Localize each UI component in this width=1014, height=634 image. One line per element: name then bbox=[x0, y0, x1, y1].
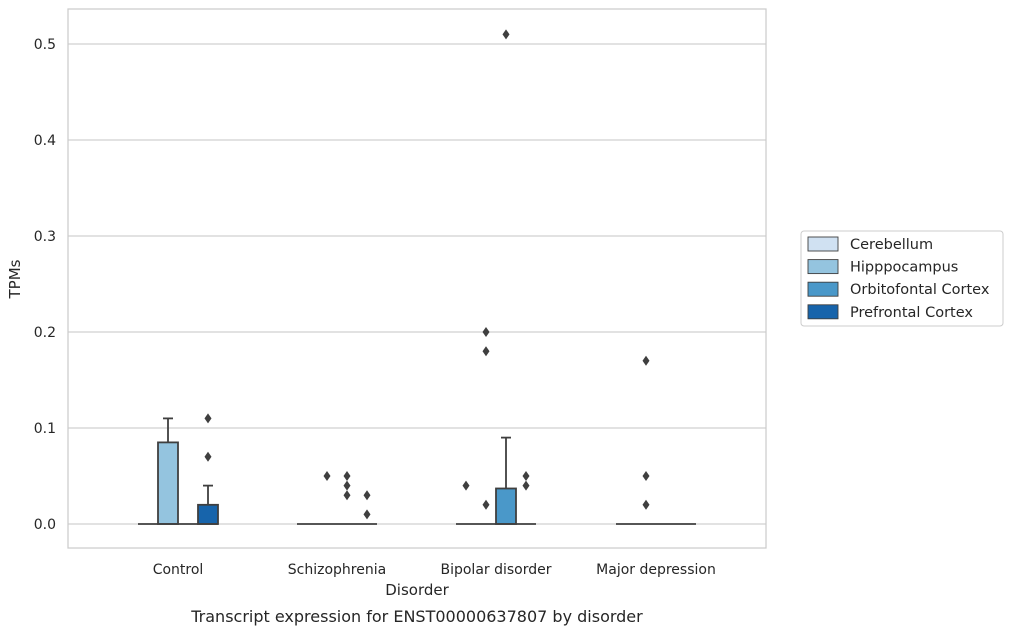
y-tick-label: 0.1 bbox=[34, 421, 56, 437]
legend-label: Prefrontal Cortex bbox=[850, 305, 973, 321]
legend-swatch bbox=[807, 304, 839, 320]
box-control-hipppocampus bbox=[157, 417, 179, 525]
x-tick-label: Bipolar disorder bbox=[440, 562, 551, 578]
outlier-point bbox=[642, 355, 650, 366]
outlier-point bbox=[642, 471, 650, 481]
outlier-point bbox=[482, 327, 490, 337]
box-body bbox=[495, 487, 517, 525]
box-marks bbox=[138, 29, 696, 525]
outlier-point bbox=[482, 346, 490, 357]
box-body bbox=[157, 441, 179, 525]
outlier-point bbox=[642, 499, 650, 510]
plot-frame bbox=[67, 8, 767, 549]
y-tick-label: 0.4 bbox=[34, 133, 56, 149]
x-tick-label: Control bbox=[153, 562, 204, 578]
outlier-point bbox=[323, 471, 331, 481]
box-schizophrenia-prefrontal-cortex bbox=[357, 490, 377, 525]
legend-items: Cerebellum Hipppocampus Orbitofontal Corte… bbox=[807, 236, 990, 321]
outlier-point bbox=[204, 451, 212, 462]
y-tick-label: 0.0 bbox=[34, 517, 56, 533]
outlier-point bbox=[462, 480, 470, 491]
legend-frame bbox=[800, 230, 1004, 327]
x-axis-ticks: Control Schizophrenia Bipolar disorder Majo… bbox=[153, 562, 716, 578]
chart-caption: Transcript expression for ENST0000063780… bbox=[190, 607, 643, 626]
x-axis-label: Disorder bbox=[385, 581, 449, 599]
x-tick-label: Major depression bbox=[596, 562, 716, 578]
y-tick-label: 0.3 bbox=[34, 229, 56, 245]
outlier-point bbox=[343, 480, 351, 491]
box-body bbox=[197, 503, 219, 525]
legend-label: Cerebellum bbox=[850, 237, 933, 253]
outlier-point bbox=[482, 499, 490, 510]
outlier-point bbox=[343, 471, 351, 481]
outlier-point bbox=[363, 490, 371, 501]
box-control-prefrontal-cortex bbox=[197, 413, 219, 525]
legend-swatch bbox=[807, 259, 839, 275]
box-bipolar-disorder-orbitofontal-cortex bbox=[495, 29, 517, 525]
legend-swatch bbox=[807, 236, 839, 252]
box-schizophrenia-hipppocampus bbox=[317, 471, 337, 525]
box-bipolar-disorder-cerebellum bbox=[456, 480, 476, 525]
y-tick-label: 0.2 bbox=[34, 325, 56, 341]
x-tick-label: Schizophrenia bbox=[288, 562, 386, 578]
outlier-point bbox=[522, 471, 530, 481]
outlier-point bbox=[502, 29, 510, 40]
y-axis-label: TPMs bbox=[6, 259, 24, 299]
box-bipolar-disorder-hipppocampus bbox=[476, 327, 496, 525]
legend: Cerebellum Hipppocampus Orbitofontal Corte… bbox=[800, 230, 1004, 327]
outlier-point bbox=[363, 509, 371, 520]
y-axis-ticks: 0.0 0.1 0.2 0.3 0.4 0.5 bbox=[34, 37, 56, 533]
box-bipolar-disorder-prefrontal-cortex bbox=[516, 471, 536, 525]
outlier-point bbox=[522, 480, 530, 491]
legend-label: Hipppocampus bbox=[850, 260, 958, 276]
legend-swatch bbox=[807, 281, 839, 297]
outlier-point bbox=[343, 490, 351, 501]
box-schizophrenia-orbitofontal-cortex bbox=[337, 471, 357, 525]
box-major-depression-hipppocampus bbox=[636, 355, 656, 525]
outlier-point bbox=[204, 413, 212, 424]
y-tick-label: 0.5 bbox=[34, 37, 56, 53]
legend-label: Orbitofontal Cortex bbox=[850, 282, 990, 298]
